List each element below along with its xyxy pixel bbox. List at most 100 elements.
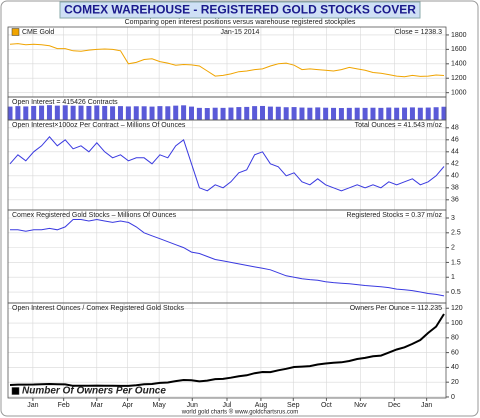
bar: [110, 106, 116, 120]
bar: [102, 105, 108, 120]
bar: [275, 106, 281, 120]
bar: [78, 105, 84, 120]
bar: [188, 106, 194, 120]
y-tick-label: 2.5: [451, 230, 461, 237]
y-tick-label: 1200: [451, 75, 467, 82]
y-tick-label: 60: [451, 349, 459, 356]
bar: [173, 105, 179, 120]
bar: [283, 107, 289, 120]
y-tick-label: 1: [451, 274, 455, 281]
y-tick-label: 1600: [451, 46, 467, 53]
bar: [307, 107, 313, 120]
bar: [433, 107, 439, 120]
panel-title: Open Interest = 415426 Contracts: [12, 99, 118, 106]
bar: [117, 106, 123, 120]
bar: [212, 107, 218, 120]
subtitle: Comparing open interest positions versus…: [125, 19, 356, 26]
bar: [165, 106, 171, 120]
y-tick-label: 42: [451, 161, 459, 168]
bar: [70, 105, 76, 120]
bar: [46, 105, 52, 120]
bar: [244, 106, 250, 120]
bar: [181, 105, 187, 120]
bar: [386, 107, 392, 120]
bar: [402, 107, 408, 120]
y-tick-label: 38: [451, 185, 459, 192]
line: [10, 218, 445, 297]
x-tick-label: Oct: [321, 402, 332, 409]
y-tick-label: 0: [451, 394, 455, 401]
bar: [62, 105, 68, 120]
line: [9, 43, 445, 78]
bar: [299, 107, 305, 120]
bar: [125, 106, 131, 120]
y-tick-label: 0.5: [451, 289, 461, 296]
y-tick-label: 120: [451, 305, 463, 312]
y-tick-label: 44: [451, 149, 459, 156]
y-tick-label: 3: [451, 215, 455, 222]
bar: [394, 107, 400, 120]
date-label: Jan-15 2014: [221, 29, 260, 36]
bar: [39, 105, 45, 120]
x-tick-label: Jan: [421, 402, 432, 409]
y-tick-label: 2: [451, 244, 455, 251]
y-tick-label: 80: [451, 335, 459, 342]
bar: [323, 107, 329, 120]
y-tick-label: 100: [451, 320, 463, 327]
y-tick-label: 40: [451, 364, 459, 371]
bar: [252, 106, 258, 120]
bar: [157, 106, 163, 120]
source: world gold charts ® www.goldchartsrus.co…: [181, 409, 298, 416]
legend-label: CME Gold: [22, 29, 54, 36]
bar: [15, 106, 21, 120]
bar: [236, 107, 242, 120]
x-tick-label: Apr: [122, 402, 134, 409]
legend-swatch: [11, 28, 20, 36]
y-tick-label: 1800: [451, 32, 467, 39]
bar: [441, 106, 447, 120]
bar: [196, 107, 202, 120]
bar: [315, 107, 321, 120]
panel-title: Open Interest Ounces / Comex Registered …: [12, 305, 184, 312]
bar: [94, 105, 100, 120]
y-tick-label: 36: [451, 197, 459, 204]
bar: [331, 107, 337, 120]
x-tick-label: Sep: [287, 402, 300, 409]
bar: [260, 105, 266, 120]
bar: [149, 106, 155, 120]
y-tick-label: 20: [451, 379, 459, 386]
bar: [417, 107, 423, 120]
bar: [7, 106, 13, 120]
bar: [228, 107, 234, 120]
x-tick-label: Jul: [223, 402, 232, 409]
line: [9, 313, 445, 387]
y-tick-label: 48: [451, 125, 459, 132]
bar: [354, 107, 360, 120]
bar: [267, 106, 273, 120]
x-tick-label: May: [153, 402, 167, 409]
title-box: [59, 1, 421, 19]
bar: [133, 106, 139, 120]
bar: [54, 105, 60, 120]
bar: [362, 107, 368, 120]
bar: [31, 105, 37, 120]
line: [9, 136, 445, 192]
chart-title: COMEX WAREHOUSE - REGISTERED GOLD STOCKS…: [64, 3, 416, 17]
y-tick-label: 46: [451, 137, 459, 144]
bar: [291, 107, 297, 120]
y-tick-label: 40: [451, 173, 459, 180]
bar: [23, 106, 29, 120]
bar: [204, 108, 210, 120]
bar: [425, 107, 431, 120]
x-tick-label: Nov: [354, 402, 367, 409]
x-tick-label: Jun: [187, 402, 198, 409]
y-tick-label: 1000: [451, 90, 467, 97]
bar: [220, 107, 226, 120]
bar: [338, 108, 344, 120]
bar: [86, 105, 92, 120]
bar: [141, 106, 147, 120]
legend-swatch: [11, 387, 20, 395]
bar: [378, 107, 384, 120]
